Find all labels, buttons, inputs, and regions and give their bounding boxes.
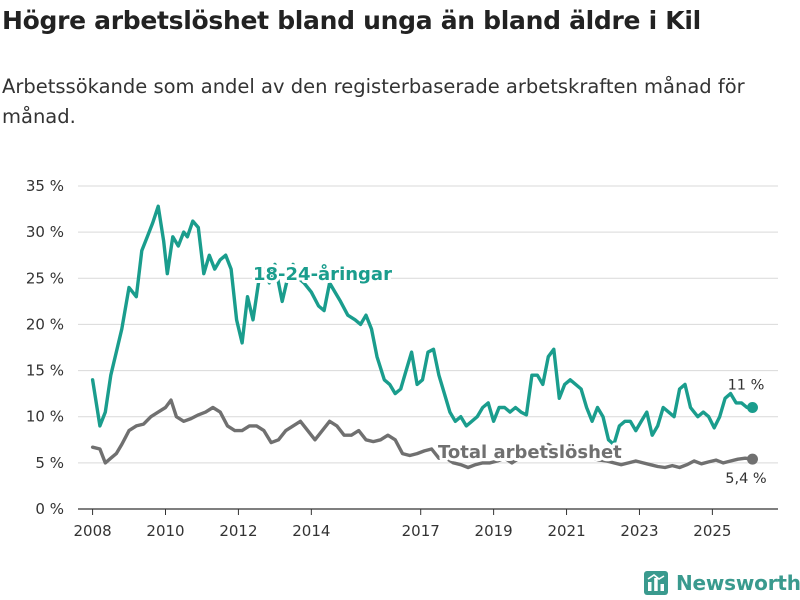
y-tick-label: 35 % [26, 177, 64, 195]
x-tick-label: 2010 [146, 522, 184, 540]
y-tick-label: 30 % [26, 223, 64, 241]
y-tick-label: 25 % [26, 269, 64, 287]
x-tick-label: 2025 [693, 522, 731, 540]
brand-name: Newsworthy [676, 571, 800, 595]
end-point-youth [746, 401, 758, 413]
chart-subtitle: Arbetssökande som andel av den registerb… [2, 75, 745, 128]
end-label-total: 5,4 % [725, 471, 766, 487]
x-tick-label: 2021 [547, 522, 585, 540]
series-line-youth [90, 204, 755, 447]
y-tick-label: 20 % [26, 315, 64, 333]
y-tick-label: 5 % [35, 454, 64, 472]
series-line-total [90, 398, 755, 470]
y-tick-label: 10 % [26, 408, 64, 426]
x-axis-ticks: 2008 2010 2012 2014 2017 2019 2021 2023 2025 [73, 509, 731, 540]
x-tick-label: 2008 [73, 522, 111, 540]
x-tick-label: 2019 [475, 522, 513, 540]
brand-logo: Newsworthy [644, 568, 800, 598]
series-label-total-halo: Total arbetslöshet [438, 442, 622, 463]
series-lines [90, 204, 758, 470]
y-tick-label: 0 % [35, 500, 64, 518]
x-tick-label: 2014 [292, 522, 330, 540]
series-label-total: Total arbetslöshet [438, 442, 622, 463]
x-tick-label: 2012 [219, 522, 257, 540]
series-label-youth: 18-24-åringar [253, 263, 392, 285]
y-tick-label: 15 % [26, 362, 64, 380]
y-axis-ticks: 0 % 5 % 10 % 15 % 20 % 25 % 30 % 35 % [26, 177, 64, 518]
x-tick-label: 2017 [402, 522, 440, 540]
page-title: Högre arbetslöshet bland unga än bland ä… [2, 6, 701, 35]
x-tick-label: 2023 [620, 522, 658, 540]
series-label-youth-halo: 18-24-åringar [253, 263, 392, 285]
end-label-youth: 11 % [728, 377, 765, 393]
end-point-total [746, 453, 758, 465]
newsworthy-logo-icon [644, 571, 668, 595]
